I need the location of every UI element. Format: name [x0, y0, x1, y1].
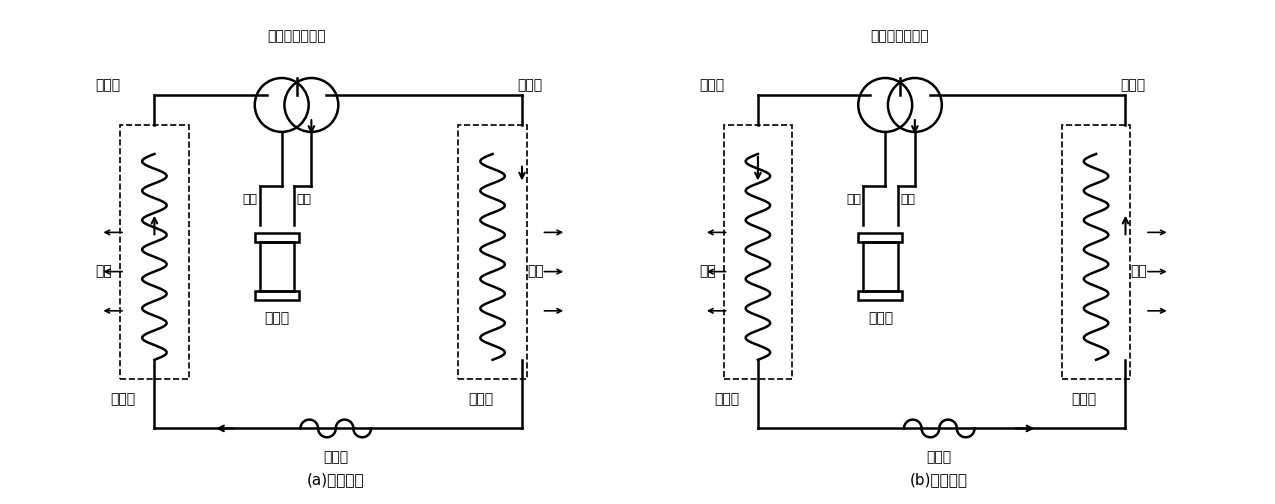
Text: (b)制热工况: (b)制热工况 [910, 472, 968, 487]
Bar [858, 291, 903, 300]
Text: 放热: 放热 [527, 265, 543, 279]
Text: 冷凝器: 冷凝器 [468, 392, 493, 406]
Text: 室外侧: 室外侧 [1121, 78, 1146, 92]
Text: 放热: 放热 [699, 265, 715, 279]
Bar [255, 233, 300, 242]
Text: 室内侧: 室内侧 [96, 78, 121, 92]
Text: 吸热: 吸热 [1131, 265, 1148, 279]
Text: 吸热: 吸热 [96, 265, 112, 279]
Bar [1062, 124, 1131, 380]
Text: 电磁四通换向阀: 电磁四通换向阀 [871, 29, 929, 43]
Text: 室内侧: 室内侧 [699, 78, 724, 92]
Text: 蒸发器: 蒸发器 [1071, 392, 1096, 406]
Bar [863, 242, 898, 291]
Bar [858, 233, 903, 242]
Text: 压缩机: 压缩机 [868, 311, 892, 325]
Text: 毛细管: 毛细管 [323, 451, 348, 465]
Bar [724, 124, 792, 380]
Text: 电磁四通换向阀: 电磁四通换向阀 [268, 29, 326, 43]
Text: (a)制冷工况: (a)制冷工况 [307, 472, 365, 487]
Text: 蒸发器: 蒸发器 [111, 392, 135, 406]
Bar [458, 124, 527, 380]
Text: 低压: 低压 [296, 193, 311, 206]
Text: 室外侧: 室外侧 [518, 78, 542, 92]
Bar [120, 124, 189, 380]
Text: 冷凝器: 冷凝器 [714, 392, 740, 406]
Text: 毛细管: 毛细管 [927, 451, 952, 465]
Text: 高压: 高压 [242, 193, 258, 206]
Bar [260, 242, 295, 291]
Text: 低压: 低压 [900, 193, 915, 206]
Text: 高压: 高压 [847, 193, 861, 206]
Bar [255, 291, 300, 300]
Text: 压缩机: 压缩机 [264, 311, 289, 325]
